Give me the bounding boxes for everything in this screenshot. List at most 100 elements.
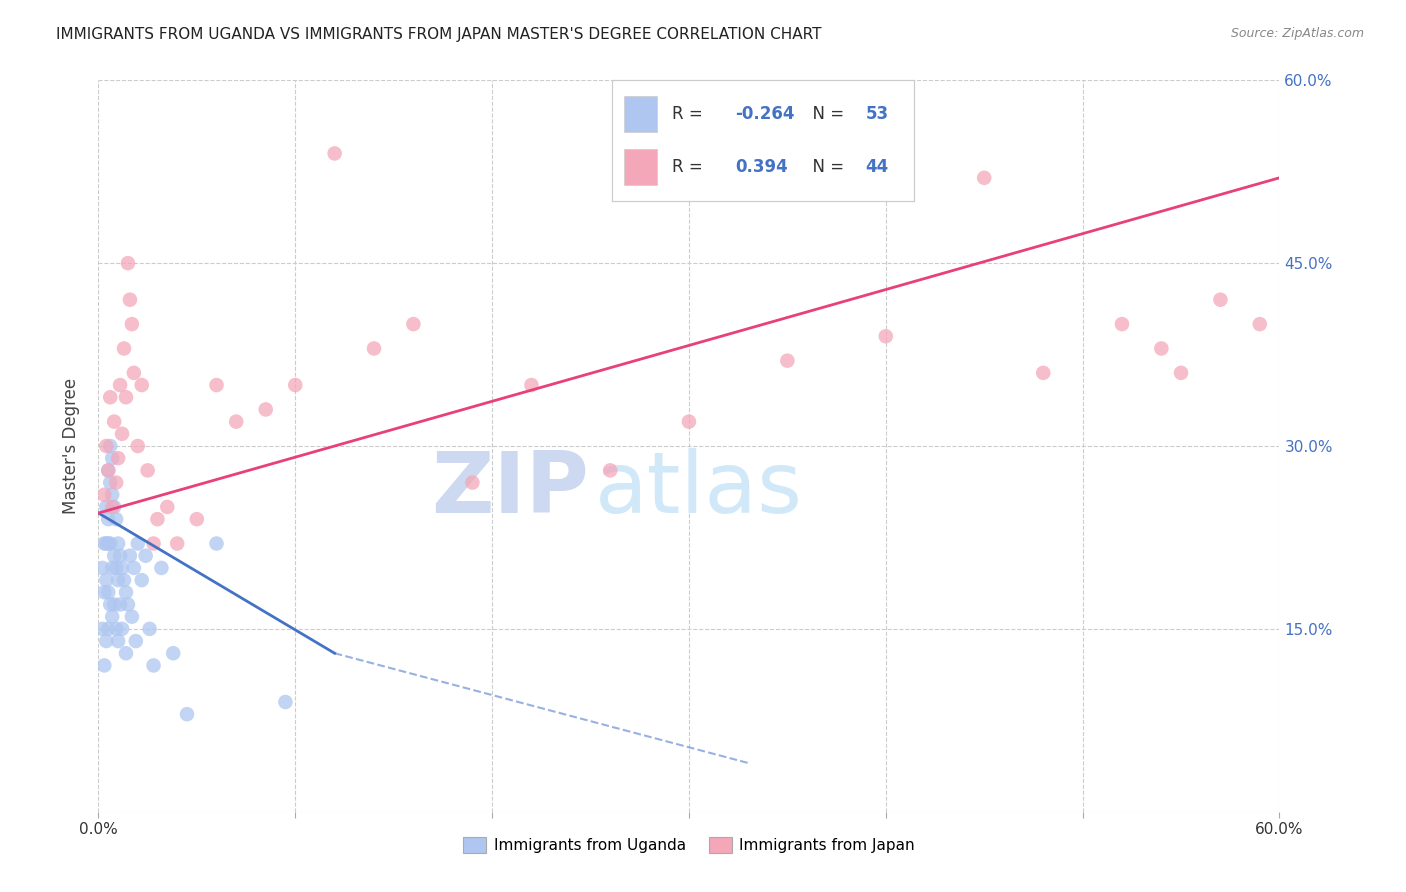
Point xyxy=(205,536,228,550)
Point xyxy=(101,488,124,502)
Point xyxy=(461,475,484,490)
Text: 44: 44 xyxy=(866,158,889,176)
Point xyxy=(107,573,129,587)
Text: 53: 53 xyxy=(866,105,889,123)
Point xyxy=(105,512,128,526)
Point xyxy=(96,634,118,648)
Point xyxy=(205,378,228,392)
Point xyxy=(1150,342,1173,356)
Point xyxy=(142,658,165,673)
Point xyxy=(875,329,897,343)
Point xyxy=(135,549,157,563)
Point xyxy=(91,561,114,575)
Point xyxy=(115,585,138,599)
Point xyxy=(131,378,153,392)
Point xyxy=(1209,293,1232,307)
Point xyxy=(107,451,129,466)
Point xyxy=(93,488,115,502)
Text: atlas: atlas xyxy=(595,449,803,532)
Point xyxy=(103,500,125,514)
Text: IMMIGRANTS FROM UGANDA VS IMMIGRANTS FROM JAPAN MASTER'S DEGREE CORRELATION CHAR: IMMIGRANTS FROM UGANDA VS IMMIGRANTS FRO… xyxy=(56,27,821,42)
Point xyxy=(96,573,118,587)
Point xyxy=(108,378,131,392)
Point xyxy=(96,536,118,550)
Point xyxy=(96,439,118,453)
Point xyxy=(112,573,135,587)
Point xyxy=(97,463,120,477)
Point xyxy=(105,622,128,636)
Point xyxy=(1170,366,1192,380)
Text: R =: R = xyxy=(672,158,709,176)
Text: 0.394: 0.394 xyxy=(735,158,789,176)
Point xyxy=(1249,317,1271,331)
Point xyxy=(93,536,115,550)
Text: N =: N = xyxy=(801,105,849,123)
Point xyxy=(108,549,131,563)
Text: N =: N = xyxy=(801,158,849,176)
Point xyxy=(115,390,138,404)
Point xyxy=(111,622,134,636)
Point xyxy=(103,598,125,612)
Point xyxy=(599,463,621,477)
Point xyxy=(117,256,139,270)
Point xyxy=(274,695,297,709)
Text: R =: R = xyxy=(672,105,709,123)
Point xyxy=(117,598,139,612)
Text: ZIP: ZIP xyxy=(430,449,589,532)
Point xyxy=(150,561,173,575)
Point xyxy=(122,561,145,575)
Point xyxy=(156,500,179,514)
Point xyxy=(125,634,148,648)
Point xyxy=(101,451,124,466)
Point xyxy=(118,293,141,307)
Point xyxy=(105,475,128,490)
Point xyxy=(115,646,138,660)
Point xyxy=(186,512,208,526)
Point xyxy=(127,439,149,453)
Point xyxy=(101,561,124,575)
Point xyxy=(142,536,165,550)
Point xyxy=(98,390,121,404)
Point xyxy=(131,573,153,587)
Point xyxy=(776,353,799,368)
Point xyxy=(284,378,307,392)
Point xyxy=(97,622,120,636)
Point xyxy=(254,402,277,417)
Point xyxy=(93,585,115,599)
Point xyxy=(97,585,120,599)
Point xyxy=(98,439,121,453)
Point xyxy=(1032,366,1054,380)
FancyBboxPatch shape xyxy=(624,149,657,185)
Y-axis label: Master's Degree: Master's Degree xyxy=(62,378,80,514)
Point xyxy=(225,415,247,429)
Point xyxy=(162,646,184,660)
Point xyxy=(107,634,129,648)
Point xyxy=(127,536,149,550)
Point xyxy=(98,475,121,490)
Point xyxy=(118,549,141,563)
Text: Source: ZipAtlas.com: Source: ZipAtlas.com xyxy=(1230,27,1364,40)
Point xyxy=(121,317,143,331)
Point xyxy=(108,598,131,612)
Point xyxy=(323,146,346,161)
Point xyxy=(97,536,120,550)
Point xyxy=(122,366,145,380)
Point xyxy=(520,378,543,392)
Point xyxy=(107,536,129,550)
Point xyxy=(101,500,124,514)
Point xyxy=(402,317,425,331)
Point xyxy=(136,463,159,477)
Point xyxy=(93,658,115,673)
Point xyxy=(111,426,134,441)
Point xyxy=(678,415,700,429)
Point xyxy=(176,707,198,722)
Point xyxy=(105,561,128,575)
Point xyxy=(138,622,160,636)
Legend: Immigrants from Uganda, Immigrants from Japan: Immigrants from Uganda, Immigrants from … xyxy=(457,830,921,859)
Point xyxy=(101,609,124,624)
Point xyxy=(166,536,188,550)
Point xyxy=(363,342,385,356)
Point xyxy=(1111,317,1133,331)
Point xyxy=(98,598,121,612)
Point xyxy=(103,549,125,563)
